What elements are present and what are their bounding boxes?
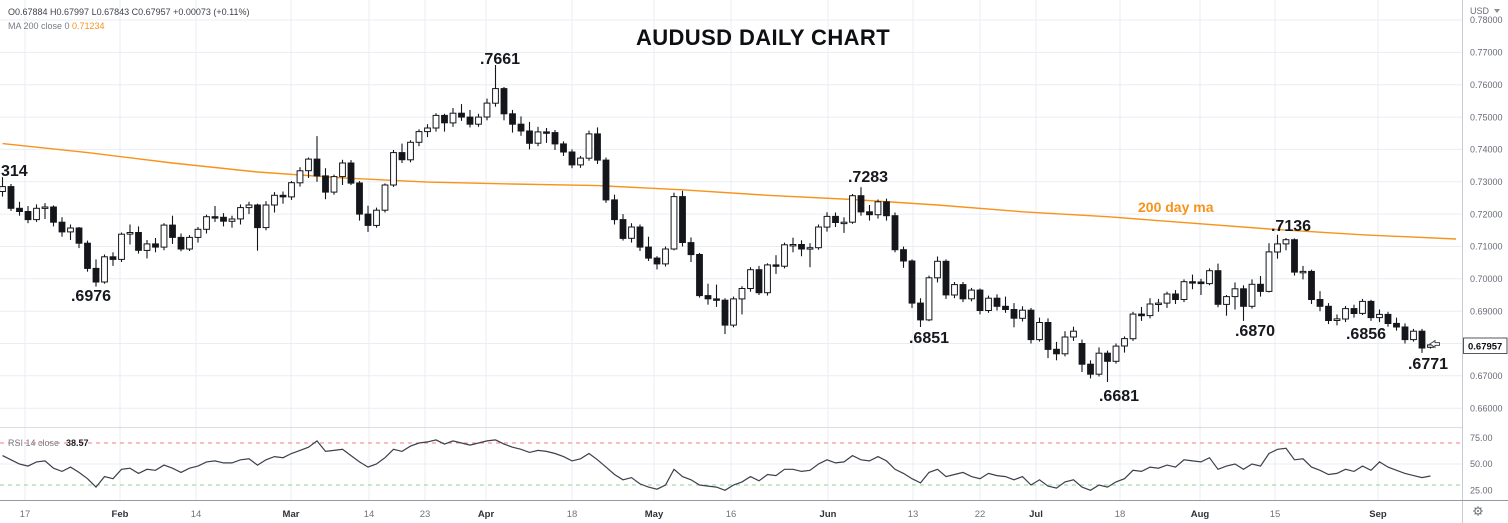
price-tick-label: 0.78000: [1470, 15, 1503, 25]
time-tick-label: Apr: [478, 509, 495, 520]
time-tick-label: May: [645, 509, 664, 520]
time-tick-label: 18: [567, 509, 578, 520]
price-tick-label: 0.76000: [1470, 80, 1503, 90]
time-tick-label: 15: [1270, 509, 1281, 520]
candles-layer: [0, 65, 1434, 382]
price-annotation: .7136: [1271, 218, 1311, 235]
price-tick-label: 0.70000: [1470, 274, 1503, 284]
time-tick-label: 14: [191, 509, 202, 520]
ma-legend-name: MA 200 close 0: [8, 21, 70, 31]
time-axis-labels: 17 Feb 14 Mar 14 23 Apr 18 May 16 Jun 13 22 Jul 18 Aug 1…: [20, 509, 1387, 520]
time-tick-label: 18: [1115, 509, 1126, 520]
price-tick-label: 0.71000: [1470, 242, 1503, 252]
price-annotation: .7661: [480, 51, 520, 68]
ma-label: 200 day ma: [1138, 199, 1214, 215]
price-tick-label: 0.72000: [1470, 209, 1503, 219]
left-arrow-icon: [1429, 339, 1440, 349]
price-tick-label: 0.77000: [1470, 48, 1503, 58]
price-annotation: .6856: [1346, 326, 1386, 343]
currency-label: USD: [1470, 6, 1490, 16]
rsi-line: [2, 439, 1431, 491]
time-tick-label: 23: [420, 509, 431, 520]
price-tick-label: 0.73000: [1470, 177, 1503, 187]
time-tick-label: Sep: [1369, 509, 1387, 520]
time-tick-label: 22: [975, 509, 986, 520]
time-tick-label: Aug: [1191, 509, 1210, 520]
time-tick-label: Feb: [112, 509, 129, 520]
rsi-legend-name: RSI 14 close: [8, 438, 59, 448]
time-tick-label: Jun: [820, 509, 837, 520]
time-axis-scale[interactable]: [0, 501, 1462, 523]
price-tick-label: 0.69000: [1470, 306, 1503, 316]
currency-selector[interactable]: USD: [1470, 6, 1500, 16]
rsi-legend[interactable]: RSI 14 close 38.57: [8, 438, 89, 448]
price-tick-label: 0.74000: [1470, 145, 1503, 155]
ohlc-legend[interactable]: O0.67884 H0.67997 L0.67843 C0.67957 +0.0…: [8, 7, 250, 17]
price-annotation: .6681: [1099, 388, 1139, 405]
price-tick-label: 0.75000: [1470, 112, 1503, 122]
svg-text:0.67957: 0.67957: [1468, 342, 1502, 353]
gear-icon[interactable]: [1473, 506, 1483, 516]
price-annotations: 314 .6976 .7661 .7283 .6851 .6681 .6870 .7136 .6…: [1, 51, 1448, 405]
price-axis-scale[interactable]: [1463, 0, 1508, 500]
chevron-down-icon: [1494, 9, 1500, 13]
rsi-tick-label: 75.00: [1470, 433, 1493, 443]
price-annotation: 314: [1, 163, 28, 180]
time-tick-label: 13: [908, 509, 919, 520]
chart-title: AUDUSD DAILY CHART: [636, 25, 890, 50]
gridlines-layer: [0, 0, 1462, 500]
time-tick-label: Jul: [1029, 509, 1043, 520]
price-tick-label: 0.67000: [1470, 371, 1503, 381]
time-tick-label: 14: [364, 509, 375, 520]
price-tick-label: 0.66000: [1470, 403, 1503, 413]
last-price-label: 0.67957: [1463, 337, 1508, 354]
price-annotation: .6771: [1408, 356, 1448, 373]
time-tick-label: Mar: [283, 509, 300, 520]
price-annotation: .6851: [909, 330, 949, 347]
time-tick-label: 17: [20, 509, 31, 520]
price-annotation: .7283: [848, 169, 888, 186]
time-tick-label: 16: [726, 509, 737, 520]
price-annotation: .6870: [1235, 323, 1275, 340]
price-annotation: .6976: [71, 288, 111, 305]
ma-legend-value: 0.71234: [72, 21, 105, 31]
ma-legend[interactable]: MA 200 close 0 0.71234: [8, 21, 105, 31]
rsi-band-lines: [0, 442, 1462, 486]
rsi-tick-label: 25.00: [1470, 485, 1493, 495]
rsi-tick-label: 50.00: [1470, 459, 1493, 469]
ma-200-line: [2, 142, 1457, 240]
rsi-legend-value: 38.57: [66, 438, 89, 448]
price-axis-labels: 0.78000 0.77000 0.76000 0.75000 0.74000 0.730…: [1470, 15, 1503, 495]
